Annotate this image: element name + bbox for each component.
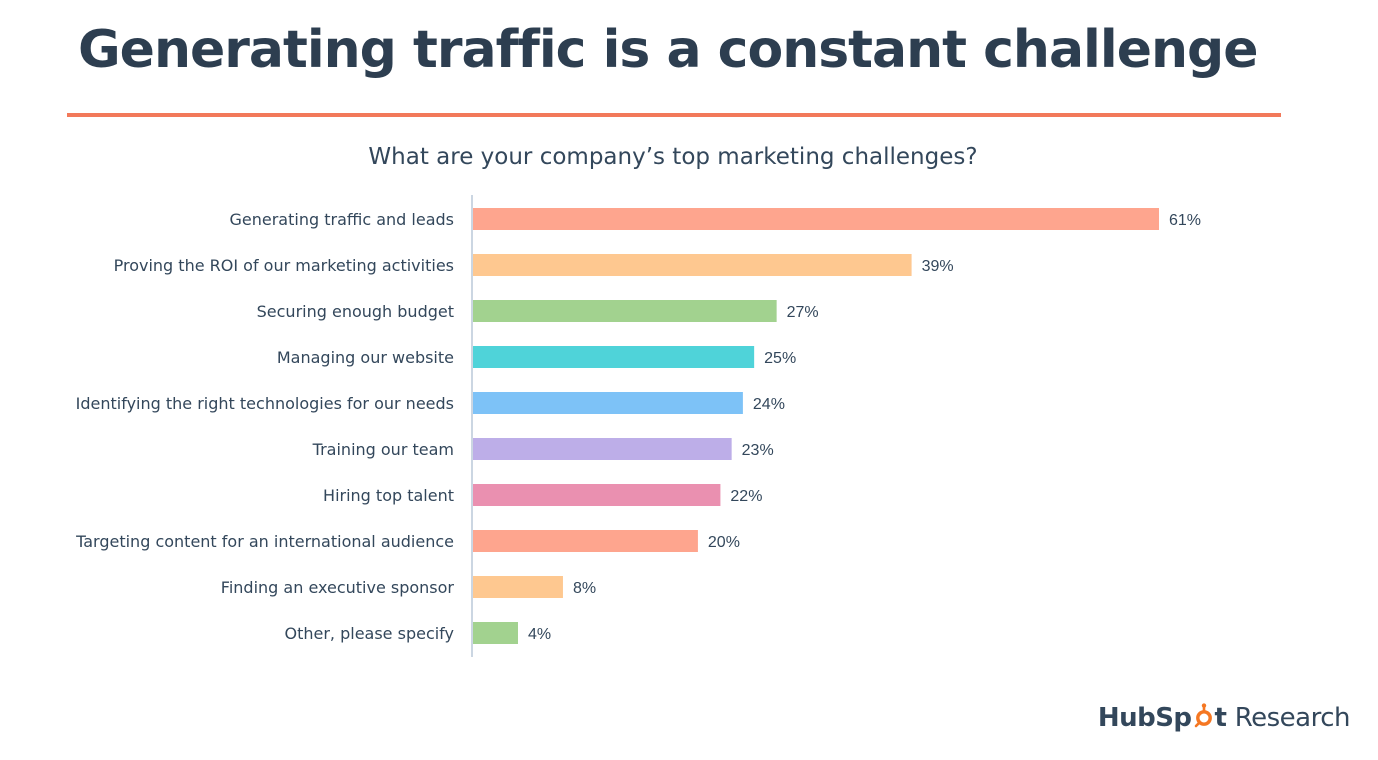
bar (473, 530, 698, 552)
data-label: 39% (922, 258, 954, 275)
category-label: Identifying the right technologies for o… (76, 394, 454, 413)
hubspot-research-logo: HubSp t Research (1097, 700, 1351, 736)
category-label: Other, please specify (284, 624, 454, 643)
category-label: Generating traffic and leads (230, 210, 455, 229)
category-label: Finding an executive sponsor (221, 578, 455, 597)
bar (473, 622, 518, 644)
data-label: 4% (528, 626, 551, 643)
category-label: Targeting content for an international a… (75, 532, 454, 551)
slide-title: Generating traffic is a constant challen… (78, 20, 1258, 80)
bar (473, 484, 721, 506)
category-label: Securing enough budget (257, 302, 454, 321)
sprocket-icon (1194, 703, 1212, 728)
bar (473, 438, 732, 460)
brand-name-suffix: t (1214, 703, 1227, 733)
brand-name-prefix: HubSp (1097, 703, 1192, 733)
category-label: Training our team (312, 440, 454, 459)
category-label: Managing our website (277, 348, 454, 367)
bar (473, 254, 912, 276)
category-label: Proving the ROI of our marketing activit… (114, 256, 454, 275)
bar (473, 576, 563, 598)
data-label: 25% (764, 350, 796, 367)
title-underline (67, 113, 1281, 117)
data-label: 61% (1169, 212, 1201, 229)
data-label: 24% (753, 396, 785, 413)
bar (473, 300, 777, 322)
data-label: 23% (742, 442, 774, 459)
data-label: 20% (708, 534, 740, 551)
category-label: Hiring top talent (323, 486, 454, 505)
chart-title: What are your company’s top marketing ch… (368, 144, 978, 170)
data-label: 22% (730, 488, 762, 505)
data-label: 27% (787, 304, 819, 321)
bar (473, 208, 1159, 230)
brand-product: Research (1234, 703, 1351, 733)
bar-chart: Generating traffic and leads 61% Proving t… (75, 195, 1201, 657)
bar (473, 346, 755, 368)
data-label: 8% (573, 580, 596, 597)
bar (473, 392, 743, 414)
